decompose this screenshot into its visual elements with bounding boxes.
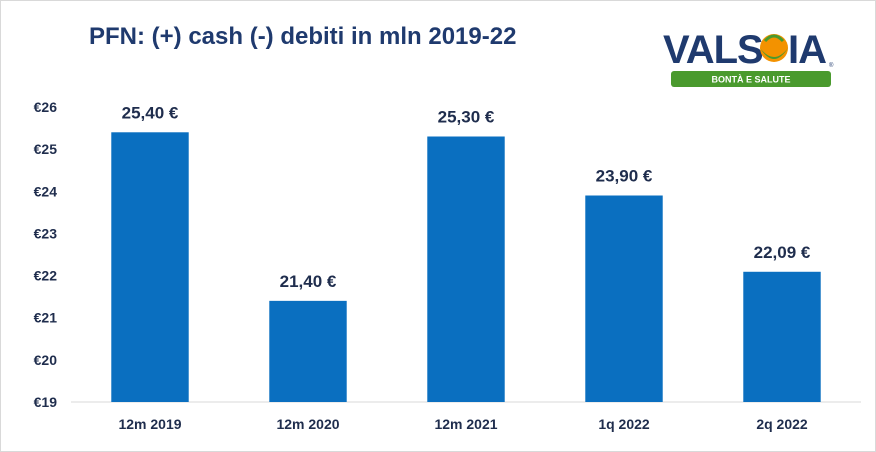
y-tick-label: €21 [34,310,58,326]
logo-tagline: BONTÀ E SALUTE [711,75,790,85]
bar [111,132,189,403]
bar [743,271,821,402]
y-tick-label: €19 [34,394,58,410]
y-tick-label: €23 [34,225,58,241]
x-tick-label: 12m 2021 [434,416,497,432]
x-tick-label: 12m 2020 [276,416,339,432]
y-tick-label: €20 [34,352,58,368]
data-label: 25,40 € [122,103,179,122]
chart-title: PFN: (+) cash (-) debiti in mln 2019-22 [89,23,517,50]
bar [585,195,663,402]
data-label: 23,90 € [596,167,653,186]
bar [427,136,505,402]
y-tick-label: €25 [34,141,58,157]
svg-text:IA: IA [788,28,826,72]
bar [269,300,347,402]
svg-text:VALS: VALS [663,28,763,72]
valsoia-logo: VALS IA ® BONTÀ E SALUTE [663,28,834,87]
y-tick-label: €26 [34,99,58,115]
y-tick-label: €22 [34,268,58,284]
x-tick-label: 2q 2022 [756,416,808,432]
x-tick-label: 1q 2022 [598,416,650,432]
data-label: 25,30 € [438,108,495,127]
svg-text:®: ® [829,62,834,69]
data-label: 22,09 € [754,243,811,262]
data-label: 21,40 € [280,272,337,291]
y-tick-label: €24 [34,183,58,199]
x-tick-label: 12m 2019 [118,416,181,432]
